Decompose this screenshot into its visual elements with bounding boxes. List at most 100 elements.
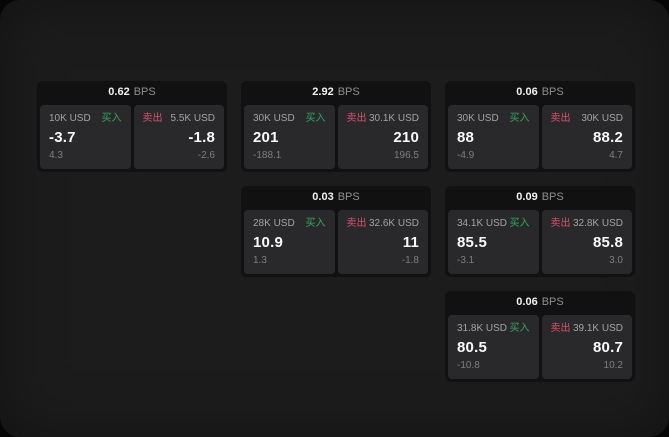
bps-unit-label: BPS [337, 191, 360, 203]
sell-price: 210 [393, 129, 419, 146]
buy-amount: 30K USD [457, 113, 499, 124]
buy-pane-header: 28K USD 买入 [253, 218, 326, 230]
bps-unit-label: BPS [133, 86, 156, 98]
sell-pane-header: 卖出 30.1K USD [347, 113, 420, 125]
card-body: 31.8K USD 买入 80.5 -10.8 卖出 39.1K USD 80.… [445, 313, 635, 382]
sell-side-label: 卖出 [142, 113, 163, 124]
sell-pane[interactable]: 卖出 39.1K USD 80.7 10.2 [541, 315, 632, 379]
card-body: 30K USD 买入 201 -188.1 卖出 30.1K USD 210 1… [241, 103, 431, 172]
buy-amount: 10K USD [49, 113, 91, 124]
card-body: 34.1K USD 买入 85.5 -3.1 卖出 32.8K USD 85.8… [445, 208, 635, 277]
buy-amount: 31.8K USD [457, 323, 508, 334]
buy-side-label: 买入 [509, 218, 530, 229]
card-body: 28K USD 买入 10.9 1.3 卖出 32.6K USD 11 -1.8 [241, 208, 431, 277]
buy-pane[interactable]: 10K USD 买入 -3.7 4.3 [40, 105, 131, 169]
quote-card: 0.03 BPS 28K USD 买入 10.9 1.3 卖出 32.6K US… [241, 186, 431, 277]
sell-change: 4.7 [609, 150, 623, 161]
sell-amount: 39.1K USD [572, 323, 623, 334]
sell-change: 3.0 [609, 255, 623, 266]
quote-card: 0.06 BPS 30K USD 买入 88 -4.9 卖出 30K USD 8… [445, 81, 635, 172]
buy-side-label: 买入 [509, 113, 530, 124]
sell-pane-header: 卖出 30K USD [551, 113, 624, 125]
bps-unit-label: BPS [337, 86, 360, 98]
quote-card: 2.92 BPS 30K USD 买入 201 -188.1 卖出 30.1K … [241, 81, 431, 172]
buy-pane-header: 34.1K USD 买入 [457, 218, 530, 230]
sell-change: -1.8 [401, 255, 419, 266]
card-header: 0.06 BPS [445, 291, 635, 313]
buy-side-label: 买入 [305, 218, 326, 229]
quote-card: 0.09 BPS 34.1K USD 买入 85.5 -3.1 卖出 32.8K… [445, 186, 635, 277]
card-body: 30K USD 买入 88 -4.9 卖出 30K USD 88.2 4.7 [445, 103, 635, 172]
sell-pane[interactable]: 卖出 30K USD 88.2 4.7 [541, 105, 632, 169]
sell-amount: 30K USD [581, 113, 623, 124]
sell-amount: 32.6K USD [368, 218, 419, 229]
buy-price: 88 [457, 129, 475, 146]
sell-price: 11 [402, 234, 419, 251]
buy-pane[interactable]: 31.8K USD 买入 80.5 -10.8 [448, 315, 539, 379]
buy-change: -10.8 [457, 360, 480, 371]
buy-side-label: 买入 [305, 113, 326, 124]
buy-pane[interactable]: 34.1K USD 买入 85.5 -3.1 [448, 210, 539, 274]
bps-value: 2.92 [312, 86, 334, 98]
buy-amount: 34.1K USD [457, 218, 508, 229]
sell-side-label: 卖出 [550, 113, 571, 124]
buy-amount: 28K USD [253, 218, 295, 229]
sell-pane[interactable]: 卖出 30.1K USD 210 196.5 [337, 105, 428, 169]
sell-price: 88.2 [593, 129, 623, 146]
sell-price: 85.8 [593, 234, 623, 251]
buy-side-label: 买入 [509, 323, 530, 334]
buy-pane-header: 30K USD 买入 [253, 113, 326, 125]
card-header: 0.03 BPS [241, 186, 431, 208]
sell-change: -2.6 [197, 150, 215, 161]
buy-price: 10.9 [253, 234, 283, 251]
card-header: 2.92 BPS [241, 81, 431, 103]
buy-change: 4.3 [49, 150, 63, 161]
sell-side-label: 卖出 [346, 113, 367, 124]
buy-pane[interactable]: 30K USD 买入 88 -4.9 [448, 105, 539, 169]
buy-price: 85.5 [457, 234, 487, 251]
card-header: 0.62 BPS [37, 81, 227, 103]
buy-pane-header: 30K USD 买入 [457, 113, 530, 125]
bps-value: 0.03 [312, 191, 334, 203]
sell-pane[interactable]: 卖出 32.8K USD 85.8 3.0 [541, 210, 632, 274]
sell-pane-header: 卖出 39.1K USD [551, 323, 624, 335]
quote-card: 0.06 BPS 31.8K USD 买入 80.5 -10.8 卖出 39.1… [445, 291, 635, 382]
buy-pane[interactable]: 28K USD 买入 10.9 1.3 [244, 210, 335, 274]
buy-change: -4.9 [457, 150, 475, 161]
buy-change: -188.1 [253, 150, 282, 161]
bps-unit-label: BPS [541, 191, 564, 203]
quote-card: 0.62 BPS 10K USD 买入 -3.7 4.3 卖出 5.5K USD… [37, 81, 227, 172]
sell-amount: 30.1K USD [368, 113, 419, 124]
bps-value: 0.62 [108, 86, 130, 98]
buy-pane-header: 10K USD 买入 [49, 113, 122, 125]
sell-side-label: 卖出 [550, 218, 571, 229]
buy-side-label: 买入 [101, 113, 122, 124]
buy-amount: 30K USD [253, 113, 295, 124]
sell-pane-header: 卖出 32.8K USD [551, 218, 624, 230]
sell-side-label: 卖出 [550, 323, 571, 334]
bps-value: 0.06 [516, 296, 538, 308]
sell-pane[interactable]: 卖出 32.6K USD 11 -1.8 [337, 210, 428, 274]
sell-change: 196.5 [393, 150, 419, 161]
sell-pane-header: 卖出 5.5K USD [143, 113, 216, 125]
card-body: 10K USD 买入 -3.7 4.3 卖出 5.5K USD -1.8 -2.… [37, 103, 227, 172]
sell-amount: 5.5K USD [170, 113, 215, 124]
buy-pane[interactable]: 30K USD 买入 201 -188.1 [244, 105, 335, 169]
sell-side-label: 卖出 [346, 218, 367, 229]
card-header: 0.06 BPS [445, 81, 635, 103]
bps-unit-label: BPS [541, 296, 564, 308]
buy-price: 201 [253, 129, 279, 146]
bps-value: 0.09 [516, 191, 538, 203]
bps-unit-label: BPS [541, 86, 564, 98]
sell-change: 10.2 [603, 360, 623, 371]
sell-amount: 32.8K USD [572, 218, 623, 229]
buy-price: -3.7 [49, 129, 76, 146]
sell-price: 80.7 [593, 339, 623, 356]
buy-change: 1.3 [253, 255, 267, 266]
buy-price: 80.5 [457, 339, 487, 356]
buy-change: -3.1 [457, 255, 475, 266]
sell-pane[interactable]: 卖出 5.5K USD -1.8 -2.6 [133, 105, 224, 169]
sell-pane-header: 卖出 32.6K USD [347, 218, 420, 230]
sell-price: -1.8 [188, 129, 215, 146]
